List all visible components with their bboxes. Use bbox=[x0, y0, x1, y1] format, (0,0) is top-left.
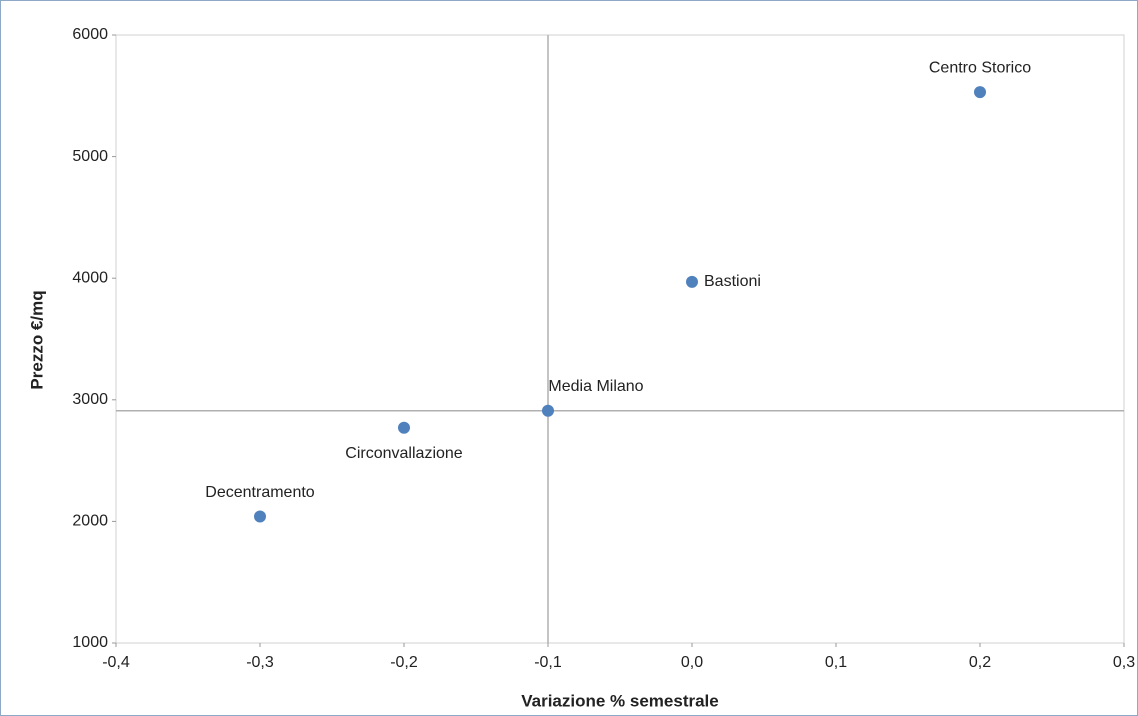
point bbox=[974, 86, 986, 99]
point bbox=[686, 275, 698, 288]
x-axis-title: Variazione % semestrale bbox=[521, 691, 719, 710]
y-tick-label: 1000 bbox=[72, 634, 108, 651]
point-label: Bastioni bbox=[704, 273, 761, 290]
y-axis-title: Prezzo €/mq bbox=[27, 290, 46, 389]
x-tick-label: -0,4 bbox=[102, 654, 130, 671]
x-tick-label: -0,1 bbox=[534, 654, 562, 671]
point-label: Centro Storico bbox=[929, 59, 1031, 76]
y-tick-label: 6000 bbox=[72, 26, 108, 43]
point-label: Media Milano bbox=[548, 378, 643, 395]
point-label: Circonvallazione bbox=[345, 445, 462, 462]
point bbox=[542, 404, 554, 417]
y-tick-label: 3000 bbox=[72, 391, 108, 408]
x-tick-label: 0,0 bbox=[681, 654, 703, 671]
y-tick-label: 2000 bbox=[72, 513, 108, 530]
point bbox=[254, 510, 266, 523]
point-label: Decentramento bbox=[205, 484, 314, 501]
x-tick-label: 0,2 bbox=[969, 654, 991, 671]
y-tick-label: 5000 bbox=[72, 148, 108, 165]
y-tick-label: 4000 bbox=[72, 269, 108, 286]
x-tick-label: -0,2 bbox=[390, 654, 418, 671]
x-tick-label: 0,1 bbox=[825, 654, 847, 671]
x-tick-label: 0,3 bbox=[1113, 654, 1135, 671]
plot-area bbox=[115, 34, 1125, 644]
point bbox=[398, 421, 410, 434]
x-tick-label: -0,3 bbox=[246, 654, 274, 671]
